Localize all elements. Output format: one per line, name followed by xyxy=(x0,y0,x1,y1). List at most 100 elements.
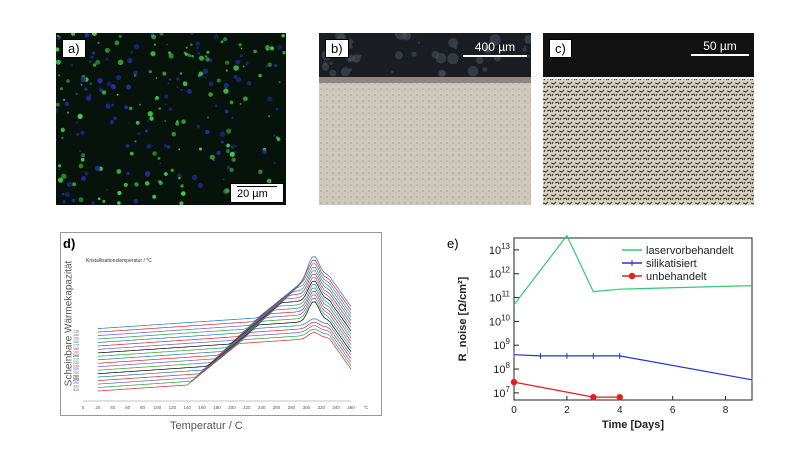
blue-particle xyxy=(261,149,267,155)
green-particle xyxy=(182,81,188,87)
bubble xyxy=(352,54,361,63)
dsc-legend-value: 180 xyxy=(73,347,79,351)
panel-label-d: d) xyxy=(63,236,76,251)
blue-particle xyxy=(66,181,73,187)
blue-particle xyxy=(105,103,111,109)
y-tick-label: 1012 xyxy=(489,266,511,281)
blue-particle xyxy=(127,57,133,63)
blue-particle xyxy=(231,116,234,120)
x-tick-label: 8 xyxy=(723,405,729,416)
green-particle xyxy=(190,43,193,46)
blue-particle xyxy=(145,129,148,133)
dsc-x-tick-label: 140 xyxy=(183,405,191,410)
green-particle xyxy=(117,59,124,66)
green-particle xyxy=(58,164,62,168)
bubble xyxy=(347,57,353,63)
green-particle xyxy=(61,173,67,179)
bubble xyxy=(348,44,353,49)
green-particle xyxy=(56,59,61,65)
x-tick-label: 2 xyxy=(564,405,570,416)
x-tick-label: 4 xyxy=(617,405,623,416)
blue-particle xyxy=(220,140,224,144)
green-particle xyxy=(149,70,153,74)
blue-particle xyxy=(88,93,92,97)
dsc-legend-title: Kristallisationstemperatur / °C xyxy=(86,258,152,264)
dsc-legend-value: 210 xyxy=(73,357,79,361)
dsc-legend-value: 190 xyxy=(73,350,79,354)
blue-particle xyxy=(163,144,168,148)
green-particle xyxy=(225,188,230,193)
blue-particle xyxy=(76,132,80,136)
blue-particle xyxy=(165,103,167,106)
blue-particle xyxy=(110,84,116,90)
green-particle xyxy=(154,99,157,101)
dsc-curve xyxy=(97,273,352,347)
green-particle xyxy=(117,201,121,205)
green-particle xyxy=(229,167,234,173)
cross-section-image-b xyxy=(319,33,531,205)
dsc-curve xyxy=(97,266,352,340)
blue-particle xyxy=(106,81,112,87)
dsc-curve xyxy=(97,270,352,343)
green-particle xyxy=(184,52,188,56)
green-particle xyxy=(104,47,110,53)
scalebar-a-label: 20 µm xyxy=(237,188,268,200)
green-particle xyxy=(170,168,174,172)
blue-particle xyxy=(98,86,101,88)
blue-particle xyxy=(81,176,86,181)
blue-particle xyxy=(233,74,238,79)
x-tick-label: 0 xyxy=(511,405,517,416)
y-tick-label: 107 xyxy=(493,385,510,400)
green-particle xyxy=(162,71,167,76)
green-particle xyxy=(98,197,101,200)
dsc-legend-value: 140 xyxy=(73,333,79,337)
green-particle xyxy=(223,88,229,94)
x-axis-label: Time [Days] xyxy=(602,419,664,431)
dsc-curve xyxy=(97,259,352,333)
green-particle xyxy=(149,116,154,121)
blue-particle xyxy=(159,162,162,165)
micrograph-b: b) 400 µm xyxy=(319,33,531,205)
blue-particle xyxy=(226,165,231,170)
green-particle xyxy=(220,40,224,44)
dsc-curve xyxy=(97,298,352,371)
blue-particle xyxy=(190,33,194,35)
series-line-silikatisiert xyxy=(513,354,753,381)
green-particle xyxy=(204,55,208,58)
bubble xyxy=(523,45,527,48)
green-particle xyxy=(80,153,86,158)
blue-particle xyxy=(97,78,103,84)
blue-particle xyxy=(84,33,90,38)
blue-particle xyxy=(224,109,229,114)
blue-particle xyxy=(273,162,276,165)
green-particle xyxy=(278,81,281,84)
y-tick-exponent: 9 xyxy=(506,337,511,346)
bubble xyxy=(340,67,351,77)
blue-particle xyxy=(239,54,243,58)
dsc-x-tick-label: 160 xyxy=(198,405,206,410)
green-particle xyxy=(135,120,140,125)
green-particle xyxy=(233,65,239,71)
blue-particle xyxy=(144,171,151,177)
blue-particle xyxy=(94,165,101,172)
green-particle xyxy=(151,34,157,40)
green-particle xyxy=(91,33,97,36)
bubble xyxy=(467,65,479,77)
green-particle xyxy=(139,103,141,106)
blue-particle xyxy=(84,171,89,176)
dsc-curve xyxy=(97,318,352,378)
green-particle xyxy=(168,51,172,55)
blue-particle xyxy=(147,119,150,123)
dsc-curve xyxy=(97,277,352,350)
blue-particle xyxy=(223,82,229,89)
green-particle xyxy=(89,82,92,85)
blue-particle xyxy=(146,143,152,149)
dsc-x-tick-label: 240 xyxy=(258,405,266,410)
blue-particle xyxy=(245,62,249,66)
y-tick-label: 108 xyxy=(493,361,510,376)
green-particle xyxy=(97,41,100,45)
y-axis-label: R_noise [Ω/cm²] xyxy=(457,276,469,361)
green-particle xyxy=(205,57,210,62)
green-particle xyxy=(226,128,232,134)
green-particle xyxy=(157,179,162,184)
